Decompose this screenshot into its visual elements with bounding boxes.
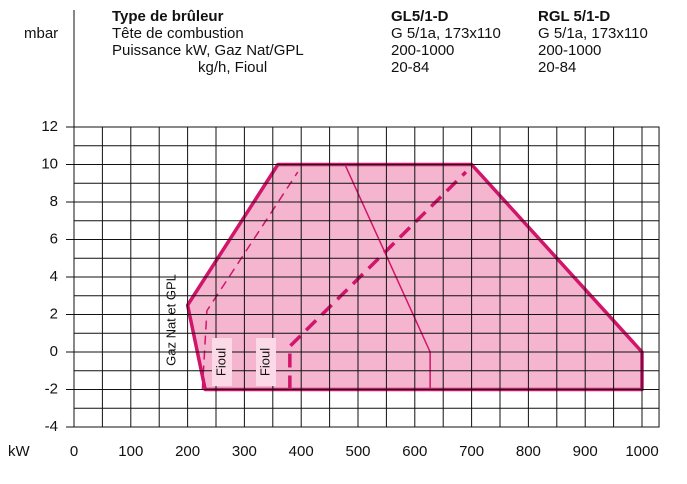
y-tick-label: 6 bbox=[50, 230, 58, 247]
header-cell: Tête de combustion bbox=[112, 25, 244, 42]
annotation: Gaz Nat et GPL bbox=[163, 274, 178, 366]
line bbox=[288, 170, 468, 390]
y-axis-label: mbar bbox=[24, 25, 58, 42]
header-cell: G 5/1a, 173x110 bbox=[538, 25, 648, 42]
annotation: Fioul bbox=[257, 348, 272, 376]
header-cell: 20-84 bbox=[538, 59, 576, 76]
x-axis-label: kW bbox=[8, 443, 31, 460]
header-cell: RGL 5/1-D bbox=[538, 8, 610, 25]
x-tick-label: 500 bbox=[345, 443, 370, 460]
x-tick-label: 900 bbox=[573, 443, 598, 460]
y-tick-label: 8 bbox=[50, 193, 58, 210]
x-tick-label: 100 bbox=[118, 443, 143, 460]
header-cell: Puissance kW, Gaz Nat/GPL bbox=[112, 42, 304, 59]
header-cell: GL5/1-D bbox=[391, 8, 449, 25]
y-tick-label: 10 bbox=[41, 155, 58, 172]
annotation-background bbox=[256, 338, 276, 386]
header-cell: 20-84 bbox=[391, 59, 429, 76]
y-tick-label: -2 bbox=[45, 380, 58, 397]
header-cell: 200-1000 bbox=[538, 42, 601, 59]
annotation: Fioul bbox=[213, 348, 228, 376]
x-tick-label: 300 bbox=[232, 443, 257, 460]
header-cell: 200-1000 bbox=[391, 42, 454, 59]
y-tick-label: 2 bbox=[50, 305, 58, 322]
x-tick-label: 700 bbox=[459, 443, 484, 460]
plot-border bbox=[73, 126, 660, 428]
y-tick-label: 12 bbox=[41, 118, 58, 135]
annotation-background bbox=[212, 338, 232, 386]
x-tick-label: 800 bbox=[516, 443, 541, 460]
y-tick-label: -4 bbox=[45, 418, 58, 435]
header-cell: G 5/1a, 173x110 bbox=[391, 25, 501, 42]
line bbox=[201, 171, 299, 390]
x-tick-label: 400 bbox=[289, 443, 314, 460]
x-tick-label: 600 bbox=[402, 443, 427, 460]
y-tick-label: 0 bbox=[50, 343, 58, 360]
x-tick-label: 1000 bbox=[625, 443, 658, 460]
y-tick-label: 4 bbox=[50, 268, 58, 285]
x-tick-label: 200 bbox=[175, 443, 200, 460]
x-tick-label: 0 bbox=[70, 443, 78, 460]
header-cell: kg/h, Fioul bbox=[198, 59, 267, 76]
header-cell: Type de brûleur bbox=[112, 8, 224, 25]
